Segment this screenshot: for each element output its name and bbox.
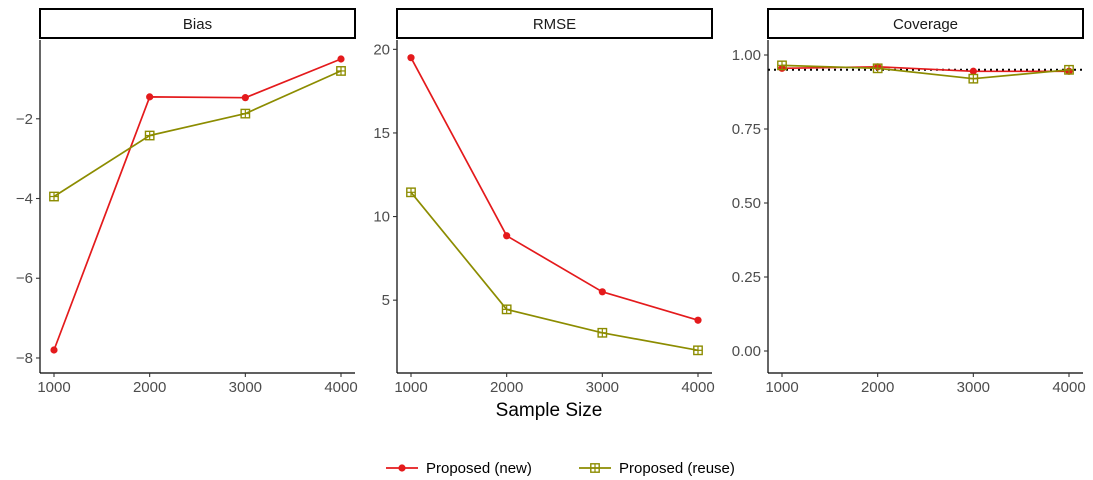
x-tick-label-rmse: 3000	[586, 379, 619, 396]
y-tick-label-coverage: 0.25	[732, 269, 761, 286]
panel-strip-bias	[39, 8, 356, 39]
panel-strip-rmse	[396, 8, 713, 39]
y-tick-label-bias: −6	[16, 270, 33, 287]
data-point-rmse-reuse	[501, 304, 512, 315]
series-line-rmse-new	[410, 57, 699, 322]
data-point-bias-new	[146, 93, 154, 101]
series-line-bias-reuse	[53, 70, 342, 198]
data-point-rmse-reuse	[693, 345, 703, 356]
x-tick-label-bias: 3000	[229, 379, 262, 396]
x-tick-label-rmse: 1000	[394, 379, 427, 396]
panel-title-rmse: RMSE	[533, 16, 576, 33]
y-tick-label-bias: −4	[16, 191, 33, 208]
data-point-coverage-new	[969, 67, 977, 75]
panel-title-bias: Bias	[183, 16, 212, 33]
x-tick-label-rmse: 4000	[681, 379, 714, 396]
data-point-coverage-reuse	[968, 73, 979, 84]
data-point-rmse-reuse	[406, 187, 416, 198]
data-point-bias-new	[337, 55, 345, 63]
x-tick-label-rmse: 2000	[490, 379, 523, 396]
panel-title-coverage: Coverage	[893, 16, 958, 33]
y-tick-label-coverage: 0.50	[732, 195, 761, 212]
x-tick-label-coverage: 1000	[765, 379, 798, 396]
y-tick-label-bias: −8	[16, 350, 33, 367]
data-point-bias-new	[50, 346, 58, 354]
series-line-coverage-reuse	[781, 64, 1070, 80]
chart-panels: Bias −8 −6 −4 −2 1000 2000 3000 4000 RMSE 5 10 15 20 1…	[16, 8, 1086, 396]
legend-item-new-marker	[398, 464, 406, 472]
x-tick-label-coverage: 3000	[957, 379, 990, 396]
data-point-bias-reuse	[336, 66, 346, 76]
panel-rmse: RMSE 5 10 15 20 1000 2000 3000 4000	[373, 8, 715, 396]
legend-item-reuse-label: Proposed (reuse)	[619, 460, 735, 477]
series-line-rmse-reuse	[410, 191, 699, 352]
data-point-bias-reuse	[240, 108, 251, 119]
y-tick-label-coverage: 0.00	[732, 343, 761, 360]
x-tick-label-bias: 1000	[37, 379, 70, 396]
legend-item-reuse: Proposed (reuse)	[579, 460, 735, 477]
x-tick-label-coverage: 2000	[861, 379, 894, 396]
x-tick-label-bias: 2000	[133, 379, 166, 396]
data-point-rmse-new	[407, 54, 415, 62]
legend-item-new-label: Proposed (new)	[426, 460, 532, 477]
data-point-bias-reuse	[144, 130, 155, 141]
legend-item-reuse-marker	[590, 463, 600, 473]
legend-item-new: Proposed (new)	[386, 460, 532, 477]
data-point-coverage-reuse	[872, 63, 883, 74]
data-point-coverage-reuse	[777, 60, 787, 71]
data-point-rmse-new	[694, 316, 702, 324]
y-tick-label-coverage: 0.75	[732, 121, 761, 138]
y-tick-label-rmse: 10	[373, 209, 390, 226]
y-tick-label-rmse: 5	[382, 292, 390, 309]
y-tick-label-bias: −2	[16, 111, 33, 128]
panel-strip-coverage	[767, 8, 1084, 39]
data-point-bias-reuse	[49, 191, 59, 202]
x-tick-label-bias: 4000	[324, 379, 357, 396]
legend: Proposed (new) Proposed (reuse)	[386, 460, 735, 477]
data-point-rmse-new	[503, 232, 511, 240]
y-tick-label-rmse: 20	[373, 41, 390, 58]
data-point-bias-new	[241, 94, 249, 102]
y-tick-label-coverage: 1.00	[732, 47, 761, 64]
x-tick-label-coverage: 4000	[1052, 379, 1085, 396]
panel-coverage: Coverage 0.00 0.25 0.50 0.75 1.00 1000 2000 3000…	[732, 8, 1086, 396]
data-point-rmse-reuse	[597, 327, 608, 338]
data-point-coverage-reuse	[1064, 64, 1074, 75]
data-point-rmse-new	[598, 288, 606, 296]
x-axis-title: Sample Size	[496, 400, 603, 421]
y-tick-label-rmse: 15	[373, 125, 390, 142]
panel-bias: Bias −8 −6 −4 −2 1000 2000 3000 4000	[16, 8, 358, 396]
series-line-bias-new	[53, 58, 342, 351]
